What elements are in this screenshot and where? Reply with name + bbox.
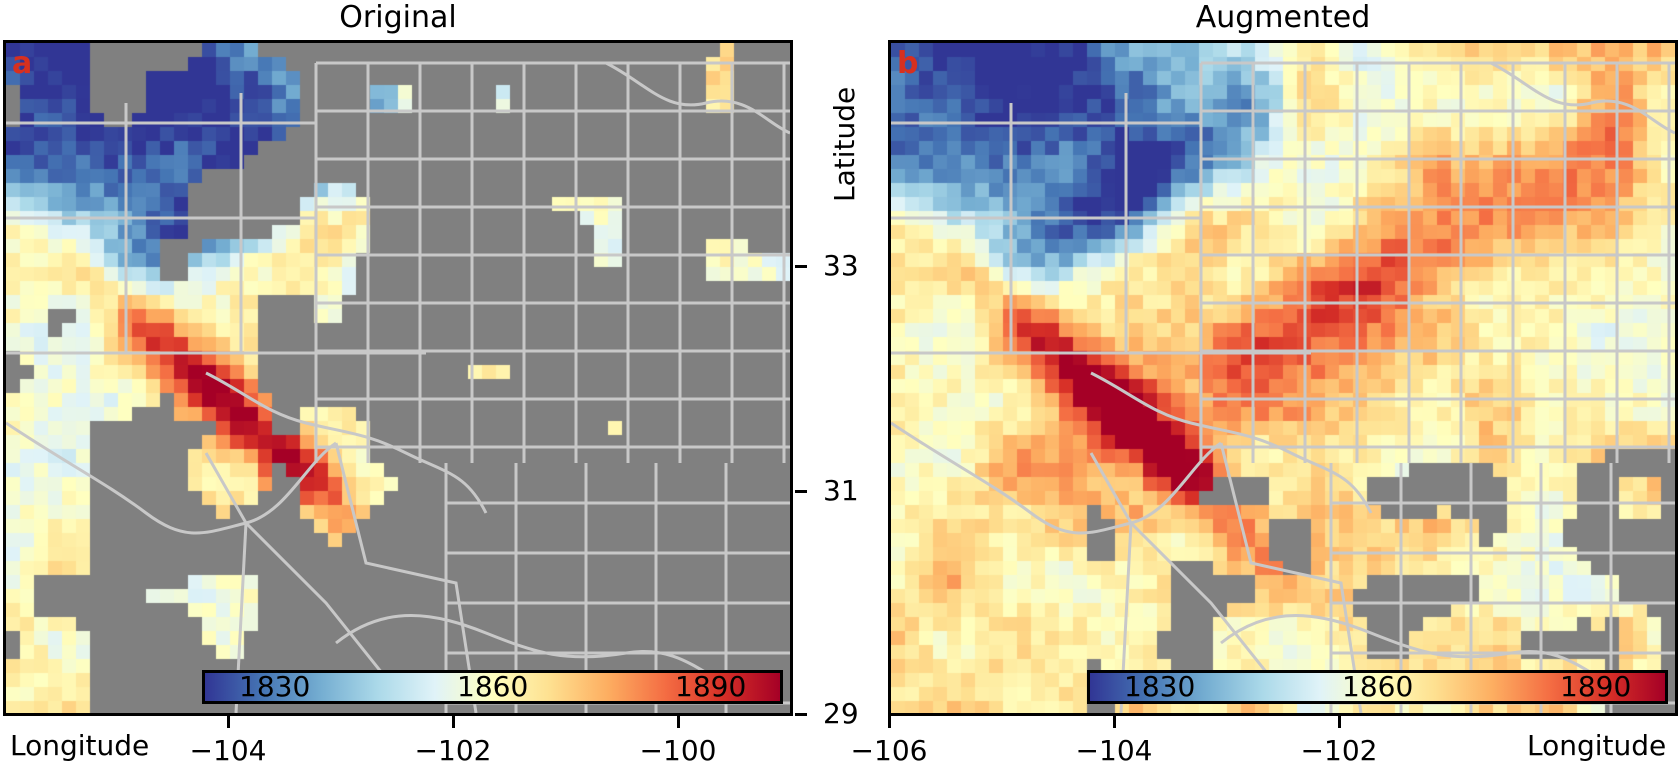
county-border (891, 421, 1222, 535)
river (205, 371, 488, 514)
panel-letter-b: b (897, 46, 919, 81)
y-axis-label: Latitude (828, 86, 861, 202)
county-borders-augmented (891, 61, 1675, 713)
river (1090, 371, 1373, 514)
y-tick-mark-31 (795, 490, 807, 493)
x-tick-label-b-102: −102 (1300, 734, 1378, 767)
y-tick-label-29: 29 (823, 697, 859, 730)
colorbar-tick-1830: 1830 (1124, 670, 1196, 703)
x-tick-label-b-104: −104 (1075, 734, 1153, 767)
y-tick-label-31: 31 (823, 474, 859, 507)
y-tick-mark-29 (795, 713, 807, 716)
map-panel-augmented: b 1830 1860 1890 (888, 40, 1678, 716)
county-borders-original (6, 61, 790, 713)
county-border (1219, 442, 1363, 713)
colorbar-tick-1830: 1830 (239, 670, 311, 703)
colorbar-augmented: 1830 1860 1890 (1087, 670, 1668, 704)
colorbar-tick-1860: 1860 (457, 670, 529, 703)
x-tick-mark-a-102 (452, 716, 455, 728)
x-tick-label-a-102: −102 (414, 734, 492, 767)
county-border (204, 452, 408, 704)
colorbar-tick-1890: 1890 (1560, 670, 1632, 703)
x-axis-label-a: Longitude (10, 729, 150, 762)
heatmap-augmented (891, 43, 1675, 713)
x-tick-mark-b-102 (1338, 716, 1341, 728)
y-tick-mark-33 (795, 265, 807, 268)
river (335, 614, 767, 705)
panel-letter-a: a (12, 46, 33, 81)
county-border (6, 421, 337, 535)
river (1220, 614, 1652, 705)
x-tick-mark-b-104 (1113, 716, 1116, 728)
colorbar-tick-1890: 1890 (675, 670, 747, 703)
x-tick-mark-b-106 (888, 716, 891, 728)
county-border (1089, 452, 1293, 704)
x-tick-label-a-104: −104 (189, 734, 267, 767)
river (1490, 61, 1675, 135)
x-axis-label-b: Longitude (1527, 729, 1667, 762)
panel-a-title: Original (339, 0, 457, 35)
colorbar-tick-1860: 1860 (1342, 670, 1414, 703)
panel-b-title: Augmented (1195, 0, 1371, 35)
x-tick-label-b-106: −106 (850, 734, 928, 767)
y-tick-label-33: 33 (823, 249, 859, 282)
map-panel-original: a 1830 1860 1890 (3, 40, 793, 716)
county-border (334, 442, 478, 713)
x-tick-mark-a-100 (677, 716, 680, 728)
colorbar-original: 1830 1860 1890 (202, 670, 783, 704)
x-tick-mark-a-104 (227, 716, 230, 728)
x-tick-label-a-100: −100 (639, 734, 717, 767)
river (605, 61, 790, 135)
heatmap-original (6, 43, 790, 713)
